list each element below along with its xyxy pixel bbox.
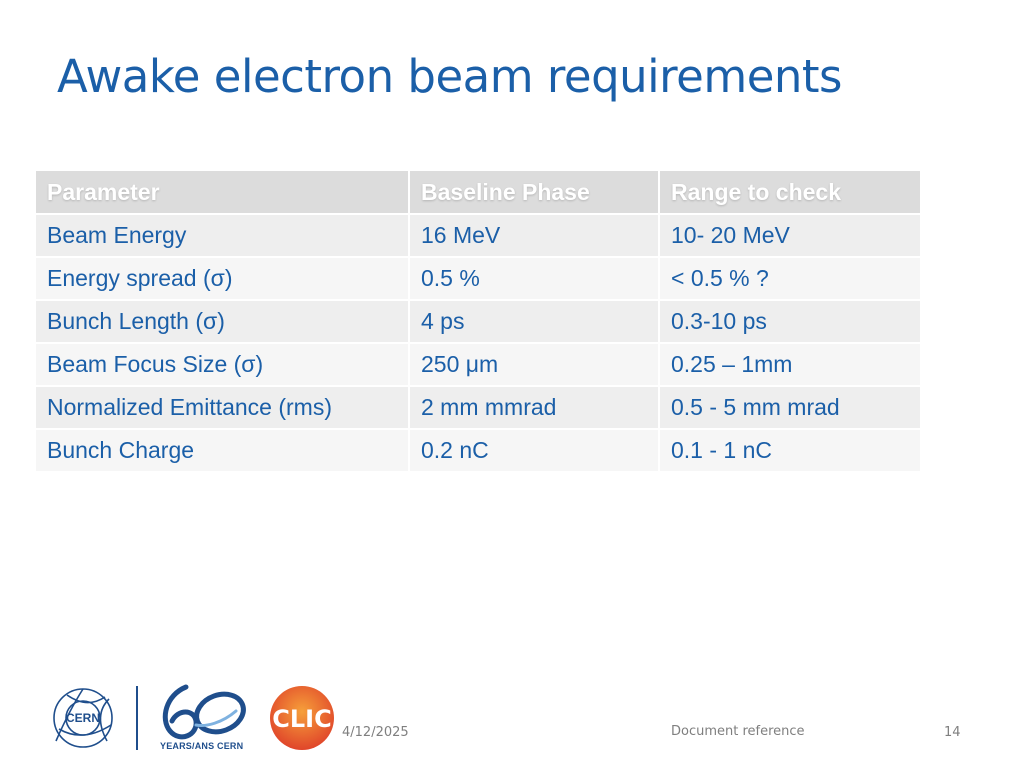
cern-logo: CERN xyxy=(53,688,113,748)
footer-document-reference: Document reference xyxy=(671,724,805,739)
table-cell-baseline: 2 mm mmrad xyxy=(410,387,660,430)
cern-60-years-logo xyxy=(162,684,246,740)
table-cell-range: < 0.5 % ? xyxy=(660,258,920,301)
slide-title: Awake electron beam requirements xyxy=(57,50,843,103)
table-cell-baseline: 0.2 nC xyxy=(410,430,660,473)
footer-date: 4/12/2025 xyxy=(342,725,409,740)
cern-60-years-caption: YEARS/ANS CERN xyxy=(160,741,244,751)
table-row: Normalized Emittance (rms) 2 mm mmrad 0.… xyxy=(36,387,920,430)
table-row: Bunch Length (σ) 4 ps 0.3-10 ps xyxy=(36,301,920,344)
table-cell-parameter: Beam Focus Size (σ) xyxy=(36,344,410,387)
table-cell-range: 0.3-10 ps xyxy=(660,301,920,344)
table-cell-parameter: Beam Energy xyxy=(36,215,410,258)
table-cell-parameter: Energy spread (σ) xyxy=(36,258,410,301)
column-header-range-to-check: Range to check xyxy=(660,171,920,215)
beam-requirements-table: Parameter Baseline Phase Range to check … xyxy=(36,171,920,473)
footer-page-number: 14 xyxy=(944,725,961,740)
table-cell-range: 0.5 - 5 mm mrad xyxy=(660,387,920,430)
clic-logo: CLIC xyxy=(270,686,334,750)
column-header-parameter: Parameter xyxy=(36,171,410,215)
table-cell-range: 0.25 – 1mm xyxy=(660,344,920,387)
table-cell-range: 0.1 - 1 nC xyxy=(660,430,920,473)
table-cell-baseline: 250 μm xyxy=(410,344,660,387)
table-cell-baseline: 4 ps xyxy=(410,301,660,344)
cern-logo-text: CERN xyxy=(66,711,100,725)
table-cell-parameter: Normalized Emittance (rms) xyxy=(36,387,410,430)
table-cell-baseline: 0.5 % xyxy=(410,258,660,301)
table-row: Energy spread (σ) 0.5 % < 0.5 % ? xyxy=(36,258,920,301)
table-header-row: Parameter Baseline Phase Range to check xyxy=(36,171,920,215)
logo-divider xyxy=(136,686,138,750)
table-row: Beam Focus Size (σ) 250 μm 0.25 – 1mm xyxy=(36,344,920,387)
table-cell-parameter: Bunch Length (σ) xyxy=(36,301,410,344)
column-header-baseline-phase: Baseline Phase xyxy=(410,171,660,215)
table-row: Beam Energy 16 MeV 10- 20 MeV xyxy=(36,215,920,258)
table-cell-parameter: Bunch Charge xyxy=(36,430,410,473)
clic-logo-text: CLIC xyxy=(272,705,331,733)
table-cell-range: 10- 20 MeV xyxy=(660,215,920,258)
table-row: Bunch Charge 0.2 nC 0.1 - 1 nC xyxy=(36,430,920,473)
table-cell-baseline: 16 MeV xyxy=(410,215,660,258)
